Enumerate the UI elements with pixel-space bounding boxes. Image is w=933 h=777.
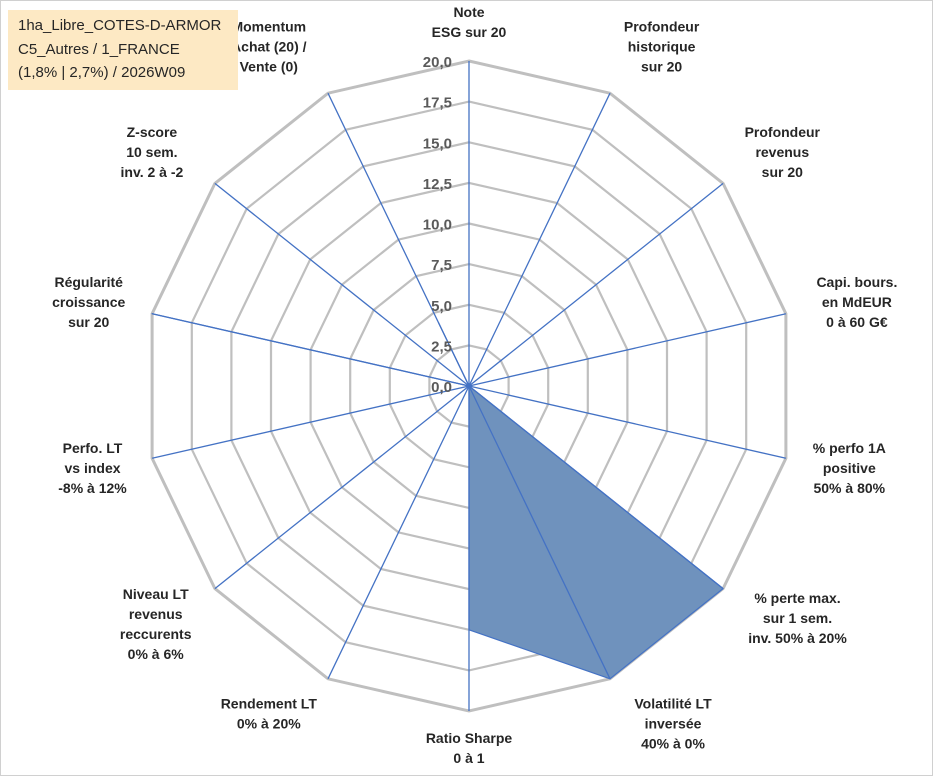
axis-label-line: sur 1 sem. [763,610,832,626]
spoke [468,313,787,387]
r-tick-label: 0,0 [431,379,452,396]
axis-label-3: Capi. bours. en MdEUR 0 à 60 G€ [816,274,897,330]
axis-label-line: 0% à 6% [128,646,185,662]
axis-label-7: Ratio Sharpe 0 à 1 [426,730,513,766]
r-tick-label: 5,0 [431,298,452,315]
spoke [468,92,611,387]
axis-label-line: Momentum [231,18,306,34]
axis-label-4: % perfo 1A positive 50% à 80% [813,440,886,496]
axis-label-line: 0 à 1 [453,750,484,766]
spoke [327,385,470,680]
series-layer [151,313,724,680]
axis-label-5: % perte max. sur 1 sem. inv. 50% à 20% [748,590,847,646]
r-tick-label: 12,5 [423,176,452,193]
r-tick-label: 15,0 [423,135,452,152]
spoke [468,385,611,680]
axis-label-line: Achat (20) / [231,38,307,54]
info-line-3: (1,8% | 2,7%) / 2026W09 [18,64,186,81]
series-area-score [151,313,724,680]
spoke [214,385,470,590]
axis-label-6: Volatilité LT inversée 40% à 0% [634,696,712,752]
axis-label-1: Profondeur historique sur 20 [624,18,700,74]
axis-label-line: sur 20 [641,58,682,74]
axis-label-8: Rendement LT 0% à 20% [221,696,318,732]
axis-label-line: 0% à 20% [237,716,301,732]
r-tick-label: 7,5 [431,257,452,274]
axis-label-line: Z-score [127,124,178,140]
axis-label-12: Z-score 10 sem. inv. 2 à -2 [121,124,184,180]
axis-label-line: Niveau LT [123,586,189,602]
spoke [214,182,470,387]
axis-label-0: Note ESG sur 20 [432,4,507,40]
axis-label-line: Profondeur [745,124,821,140]
spoke [468,182,724,387]
spoke [151,385,470,459]
axis-label-line: sur 20 [762,164,803,180]
axis-label-line: Capi. bours. [816,274,897,290]
spoke [468,385,787,459]
r-tick-label: 17,5 [423,95,452,112]
spoke [468,385,724,590]
axis-label-9: Niveau LT revenus reccurents 0% à 6% [120,586,192,662]
r-tick-label: 20,0 [423,54,452,71]
axis-label-line: Note [453,4,484,20]
info-line-1: 1ha_Libre_COTES-D-ARMOR [18,17,222,34]
axis-label-line: reccurents [120,626,192,642]
axis-label-line: ESG sur 20 [432,24,507,40]
axis-label-line: revenus [755,144,809,160]
info-box: 1ha_Libre_COTES-D-ARMOR C5_Autres / 1_FR… [8,10,238,90]
r-tick-label: 2,5 [431,338,452,355]
axis-label-line: 40% à 0% [641,736,705,752]
axis-label-line: Ratio Sharpe [426,730,513,746]
axis-label-line: inversée [645,716,702,732]
axis-label-line: Rendement LT [221,696,318,712]
axis-label-line: croissance [52,294,125,310]
axis-label-line: en MdEUR [822,294,892,310]
spoke [151,313,470,387]
axis-label-line: -8% à 12% [58,480,127,496]
r-tick-label: 10,0 [423,217,452,234]
axis-label-line: Profondeur [624,18,700,34]
axis-label-line: % perfo 1A [813,440,886,456]
axis-label-line: Vente (0) [240,58,298,74]
axis-label-line: inv. 50% à 20% [748,630,847,646]
tick-labels: 0,0 2,5 5,0 7,5 10,0 12,5 15,0 17,5 20,0 [423,54,452,396]
axis-label-line: vs index [64,460,120,476]
axis-label-line: sur 20 [68,314,109,330]
axis-label-line: 50% à 80% [813,480,885,496]
axis-label-line: Volatilité LT [634,696,712,712]
axis-label-line: Régularité [54,274,123,290]
axis-label-line: positive [823,460,876,476]
info-line-2: C5_Autres / 1_FRANCE [18,40,180,58]
axis-label-line: historique [628,38,696,54]
spoke [327,92,470,387]
axis-label-10: Perfo. LT vs index -8% à 12% [58,440,127,496]
axis-label-line: 0 à 60 G€ [826,314,888,330]
axis-label-13: Momentum Achat (20) / Vente (0) [231,18,307,74]
axis-label-2: Profondeur revenus sur 20 [745,124,821,180]
axis-label-line: revenus [129,606,183,622]
axis-label-line: Perfo. LT [63,440,123,456]
axis-label-11: Régularité croissance sur 20 [52,274,125,330]
axis-label-line: inv. 2 à -2 [121,164,184,180]
axis-label-line: % perte max. [754,590,840,606]
axis-labels: Note ESG sur 20 Profondeur historique sur 20… [52,4,897,766]
axis-label-line: 10 sem. [126,144,177,160]
spokes [151,61,787,711]
